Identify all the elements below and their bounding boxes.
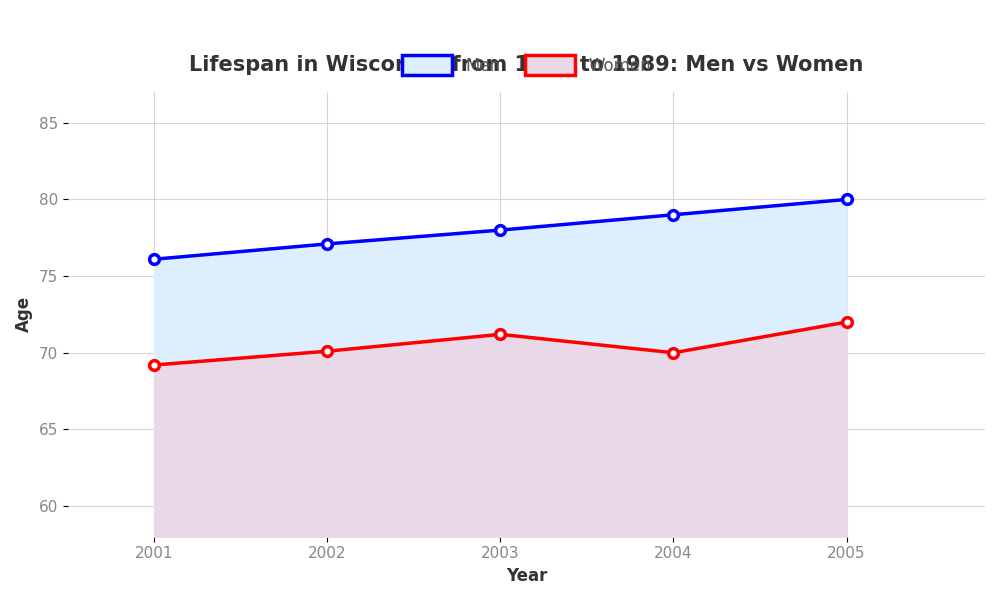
Y-axis label: Age: Age bbox=[15, 296, 33, 332]
Title: Lifespan in Wisconsin from 1966 to 1989: Men vs Women: Lifespan in Wisconsin from 1966 to 1989:… bbox=[189, 55, 864, 75]
Legend: Men, Women: Men, Women bbox=[393, 47, 659, 83]
X-axis label: Year: Year bbox=[506, 567, 547, 585]
